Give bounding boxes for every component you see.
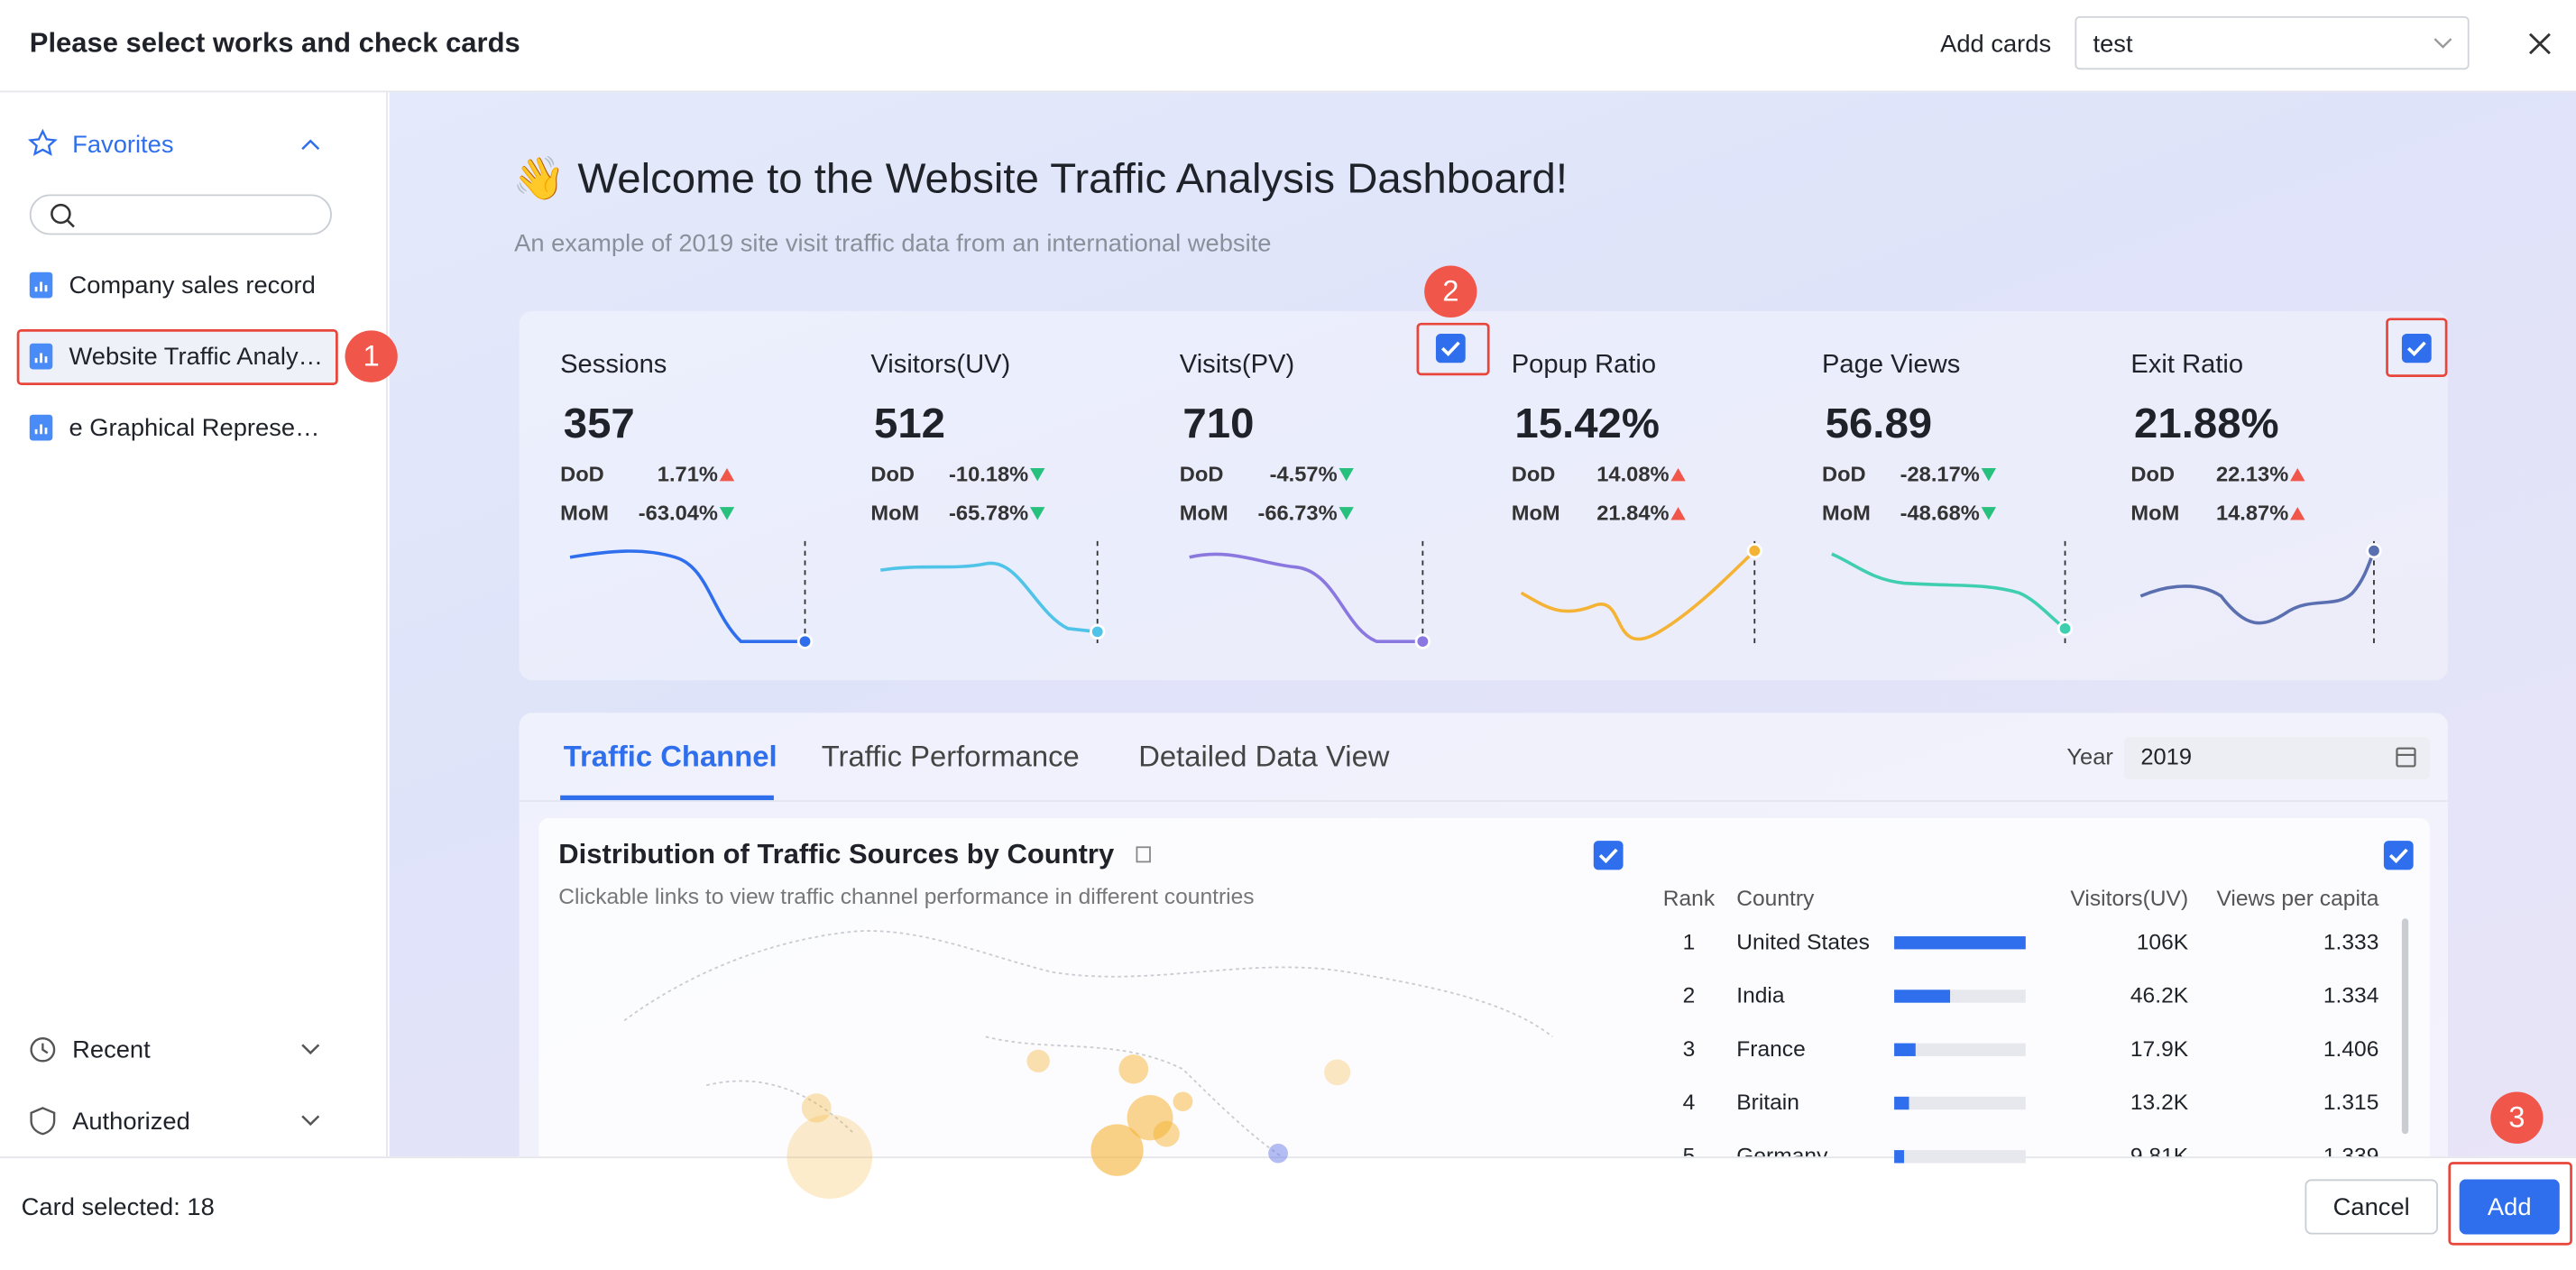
- mom-label: MoM: [560, 500, 610, 525]
- add-cards-value: test: [2093, 30, 2133, 58]
- scrollbar: [2401, 918, 2409, 1135]
- dod-label: DoD: [870, 461, 915, 486]
- card-subtitle: Clickable links to view traffic channel …: [558, 883, 1255, 908]
- dod-label: DoD: [560, 461, 604, 486]
- card-title: Distribution of Traffic Sources by Count…: [558, 839, 1115, 870]
- table-header: Rank: [1662, 885, 1716, 910]
- table-header: Visitors(UV): [2070, 885, 2189, 910]
- selected-count: Card selected: 18: [21, 1192, 215, 1221]
- tab[interactable]: Detailed Data View: [1138, 741, 1390, 774]
- table-cell: 1.333: [2323, 929, 2379, 953]
- authorized-header[interactable]: Authorized: [72, 1107, 190, 1136]
- table-cell: 2: [1682, 982, 1696, 1008]
- dialog-title: Please select works and check cards: [29, 27, 520, 59]
- add-cards-label: Add cards: [1940, 30, 2052, 58]
- kpi-name: Visitors(UV): [870, 351, 1011, 379]
- cancel-button[interactable]: [2305, 1179, 2439, 1235]
- kpi-name: Page Views: [1821, 351, 1961, 379]
- table-cell: India: [1736, 982, 1785, 1008]
- dod-value: 22.13%: [2215, 461, 2289, 486]
- recent-header[interactable]: Recent: [72, 1035, 151, 1064]
- table-cell: 4: [1682, 1089, 1696, 1114]
- dod-label: DoD: [1511, 461, 1556, 486]
- dod-label: DoD: [1179, 461, 1224, 486]
- table-header: Country: [1736, 885, 1815, 910]
- dod-value: 1.71%: [657, 461, 718, 486]
- add-cards-select[interactable]: [2075, 15, 2470, 70]
- table-cell: 17.9K: [2130, 1035, 2189, 1061]
- table-cell: United States: [1736, 929, 1870, 953]
- table-cell: 3: [1682, 1035, 1696, 1061]
- tab[interactable]: Traffic Performance: [821, 741, 1080, 774]
- mom-value: 21.84%: [1596, 500, 1670, 525]
- search-input[interactable]: [29, 194, 332, 235]
- kpi-value: 357: [563, 398, 635, 447]
- kpi-value: 710: [1182, 398, 1255, 447]
- mom-label: MoM: [2130, 500, 2180, 525]
- kpi-name: Sessions: [560, 351, 667, 379]
- year-label: Year: [2066, 743, 2113, 770]
- mom-label: MoM: [870, 500, 920, 525]
- kpi-value: 15.42%: [1514, 398, 1660, 447]
- mom-label: MoM: [1179, 500, 1228, 525]
- table-cell: 1: [1682, 929, 1696, 953]
- tab[interactable]: Traffic Channel: [563, 741, 777, 774]
- kpi-value: 512: [874, 398, 946, 447]
- dashboard-subtitle: An example of 2019 site visit traffic da…: [514, 229, 1272, 257]
- table-cell: 1.406: [2323, 1035, 2379, 1061]
- add-label[interactable]: Add: [2487, 1192, 2532, 1221]
- mom-value: -65.78%: [949, 500, 1029, 525]
- sidebar: [0, 92, 388, 1157]
- dod-value: -10.18%: [949, 461, 1029, 486]
- favorites-header[interactable]: Favorites: [72, 130, 174, 159]
- dod-value: -28.17%: [1900, 461, 1980, 486]
- mom-value: -48.68%: [1900, 500, 1980, 525]
- table-cell: 1.334: [2323, 982, 2379, 1008]
- dashboard-title: 👋 Welcome to the Website Traffic Analysi…: [512, 153, 1569, 203]
- mom-value: 14.87%: [2215, 500, 2289, 525]
- kpi-value: 21.88%: [2134, 398, 2279, 447]
- tab-divider: [519, 800, 2448, 802]
- sidebar-item[interactable]: Company sales record: [69, 271, 316, 299]
- cancel-label[interactable]: Cancel: [2332, 1192, 2410, 1221]
- table-cell: 106K: [2136, 929, 2189, 953]
- kpi-name: Popup Ratio: [1511, 351, 1657, 379]
- dod-value: 14.08%: [1596, 461, 1670, 486]
- kpi-name: Visits(PV): [1179, 351, 1295, 379]
- year-picker[interactable]: [2124, 737, 2430, 779]
- mom-label: MoM: [1511, 500, 1560, 525]
- mom-value: -66.73%: [1257, 500, 1338, 525]
- table-cell: 46.2K: [2130, 982, 2189, 1008]
- kpi-name: Exit Ratio: [2130, 351, 2244, 379]
- table-cell: Britain: [1736, 1089, 1799, 1114]
- dod-value: -4.57%: [1269, 461, 1338, 486]
- sidebar-item[interactable]: e Graphical Represe…: [69, 413, 320, 442]
- dod-label: DoD: [2130, 461, 2176, 486]
- dod-label: DoD: [1821, 461, 1866, 486]
- table-header: Views per capita: [2216, 885, 2379, 910]
- mom-label: MoM: [1821, 500, 1871, 525]
- tab-underline: [560, 795, 774, 801]
- year-value: 2019: [2140, 743, 2193, 770]
- sidebar-item[interactable]: Website Traffic Analy…: [69, 342, 323, 371]
- kpi-value: 56.89: [1825, 398, 1933, 447]
- table-cell: 13.2K: [2130, 1089, 2189, 1114]
- table-cell: 1.315: [2323, 1089, 2379, 1114]
- footer-cover: [0, 1156, 2576, 1270]
- table-cell: France: [1736, 1035, 1806, 1061]
- mom-value: -63.04%: [638, 500, 718, 525]
